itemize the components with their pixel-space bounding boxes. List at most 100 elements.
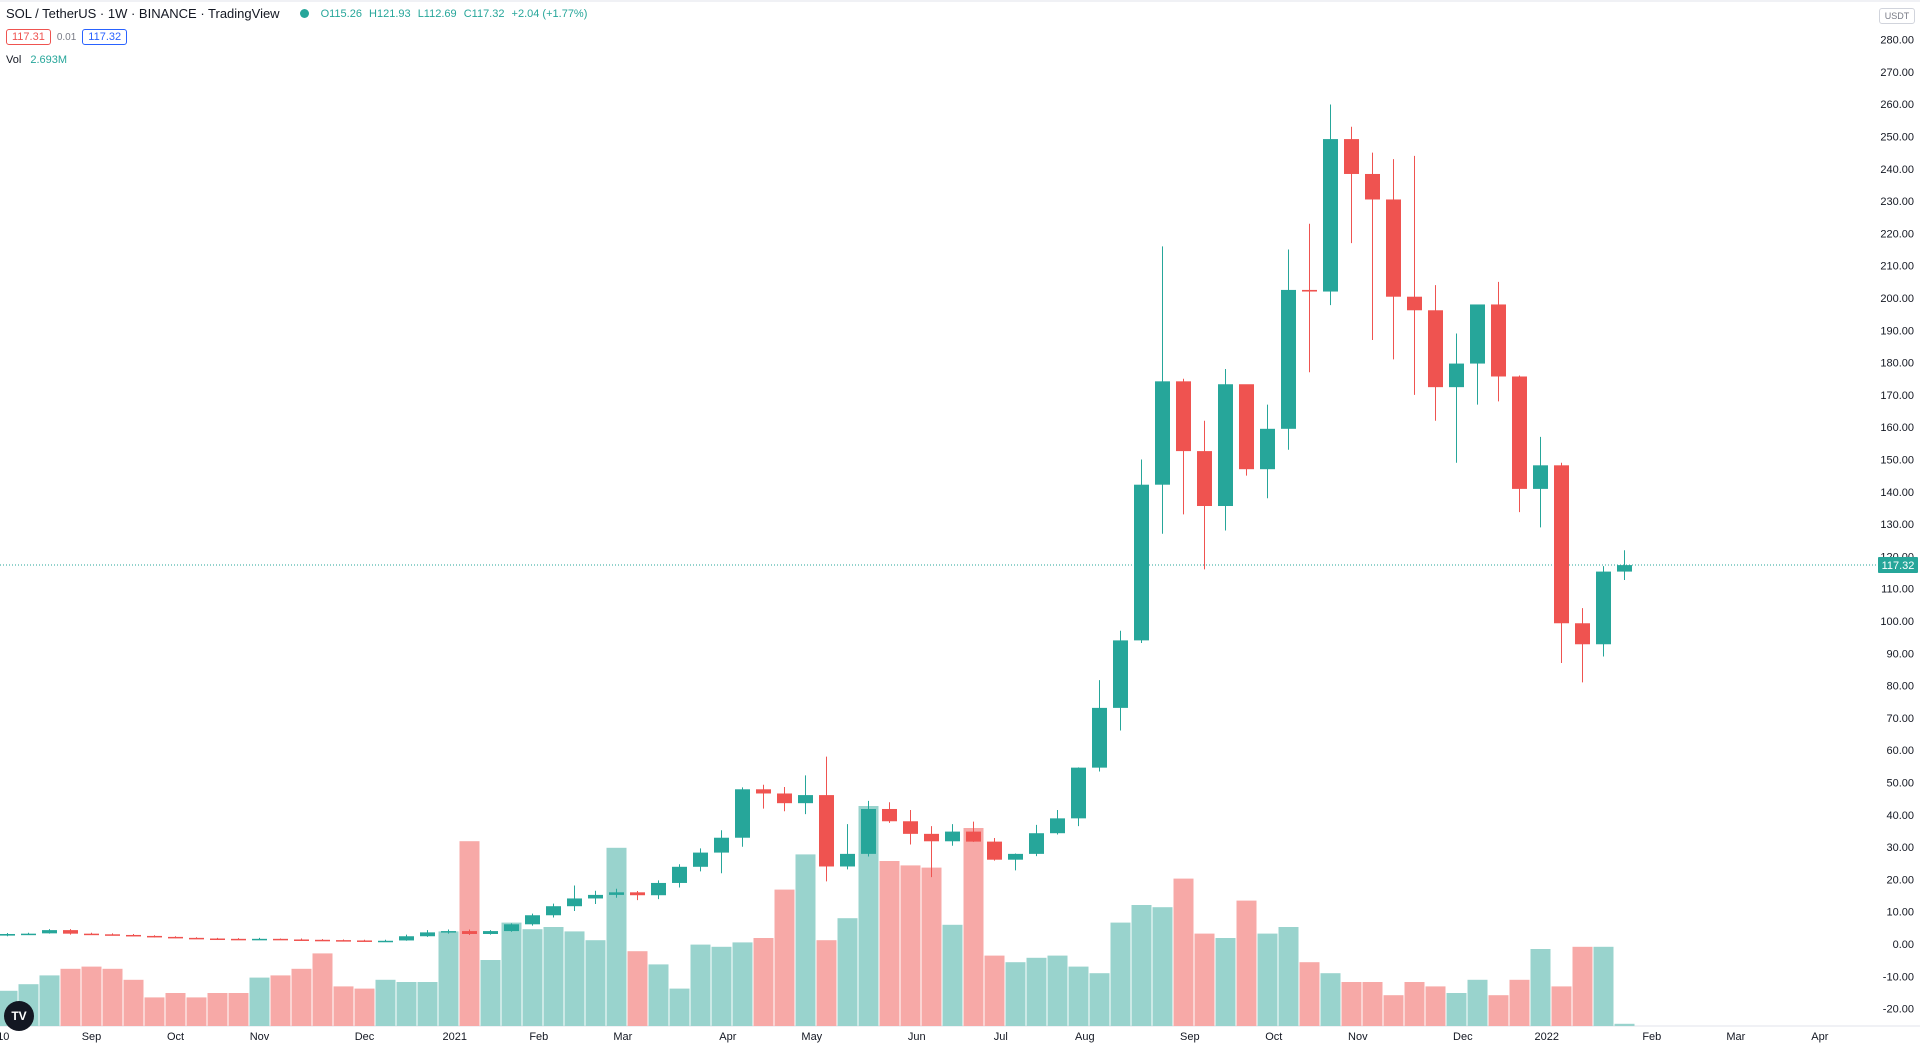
volume-label: Vol (6, 54, 22, 66)
volume-bar (144, 997, 165, 1026)
candle-body (567, 898, 582, 907)
volume-bar (1278, 927, 1299, 1026)
x-tick-label: Apr (1811, 1031, 1828, 1043)
y-tick-label: 270.00 (1880, 67, 1914, 79)
volume-bar (1614, 1023, 1635, 1026)
volume-bar (1152, 907, 1173, 1026)
x-tick-label: Nov (250, 1031, 270, 1043)
volume-bar (669, 988, 690, 1026)
volume-bar (900, 865, 921, 1026)
volume-bar (1257, 933, 1278, 1026)
candle-body (966, 831, 981, 842)
x-tick-label: 10 (0, 1031, 9, 1043)
candle-body (546, 906, 561, 916)
volume-bar (1530, 949, 1551, 1026)
x-tick-label: Feb (529, 1031, 548, 1043)
volume-bar (186, 997, 207, 1026)
candle-body (630, 892, 645, 896)
volume-bar (543, 927, 564, 1026)
volume-bar (1425, 986, 1446, 1026)
currency-selector[interactable]: USDT (1879, 8, 1915, 24)
candle-body (357, 940, 372, 942)
candle-body (399, 936, 414, 941)
ohlc-values: O115.26 H121.93 L112.69 C117.32 +2.04 (+… (321, 8, 592, 20)
volume-bar (1383, 995, 1404, 1026)
volume-bar (417, 982, 438, 1026)
buy-price-button[interactable]: 117.32 (82, 29, 128, 45)
volume-bar (1047, 955, 1068, 1026)
volume-bar (1404, 982, 1425, 1026)
candle-body (1512, 376, 1527, 489)
candle-body (525, 915, 540, 925)
candle-body (126, 934, 141, 937)
candle-body (1575, 623, 1590, 645)
volume-bar (774, 889, 795, 1026)
candle-body (420, 932, 435, 937)
volume-bar (1509, 979, 1530, 1026)
candle-body (945, 831, 960, 842)
y-tick-label: 210.00 (1880, 261, 1914, 273)
y-tick-label: 240.00 (1880, 164, 1914, 176)
y-tick-label: 230.00 (1880, 196, 1914, 208)
candle-body (882, 808, 897, 822)
sell-price-button[interactable]: 117.31 (6, 29, 51, 45)
volume-bar (1299, 962, 1320, 1026)
volume-legend[interactable]: Vol 2.693M (6, 54, 67, 66)
candle-body (672, 866, 687, 883)
close-value: C117.32 (463, 7, 505, 20)
candle-body (1071, 767, 1086, 819)
x-tick-label: Oct (1265, 1031, 1282, 1043)
x-tick-label: Mar (1726, 1031, 1745, 1043)
candle-body (189, 937, 204, 940)
x-tick-label: Sep (1180, 1031, 1200, 1043)
x-tick-label: 2021 (443, 1031, 467, 1043)
candle-body (1302, 289, 1317, 292)
candle-body (1344, 139, 1359, 174)
candle-body (798, 795, 813, 804)
volume-bar (102, 968, 123, 1026)
y-tick-label: 0.00 (1893, 939, 1914, 951)
volume-bar (837, 918, 858, 1026)
candle-body (1617, 565, 1632, 572)
candle-body (0, 933, 15, 936)
y-tick-label: 190.00 (1880, 325, 1914, 337)
candle-body (777, 793, 792, 804)
volume-bar (858, 806, 879, 1026)
volume-bar (375, 979, 396, 1026)
volume-bar (921, 867, 942, 1026)
candle-body (483, 931, 498, 934)
candle-body (1596, 571, 1611, 645)
current-price-label: 117.32 (1882, 560, 1915, 572)
tradingview-logo-icon[interactable]: TV (4, 1001, 34, 1031)
candle-body (1554, 465, 1569, 624)
candle-body (231, 938, 246, 941)
change-value: +2.04 (+1.77%) (511, 7, 588, 20)
candle-body (315, 939, 330, 942)
candle-body (294, 939, 309, 941)
volume-bar (1110, 922, 1131, 1026)
volume-bar (963, 828, 984, 1026)
candle-body (840, 853, 855, 867)
y-tick-label: 130.00 (1880, 519, 1914, 531)
candle-body (1281, 289, 1296, 429)
volume-bar (879, 861, 900, 1026)
symbol-title[interactable]: SOL / TetherUS · 1W · BINANCE · TradingV… (6, 6, 280, 21)
volume-bar (1593, 946, 1614, 1026)
candle-body (819, 795, 834, 867)
volume-bar (585, 940, 606, 1026)
candle-body (1491, 304, 1506, 377)
x-tick-label: Feb (1642, 1031, 1661, 1043)
volume-bar (39, 975, 60, 1026)
x-tick-label: 2022 (1535, 1031, 1559, 1043)
y-tick-label: 250.00 (1880, 132, 1914, 144)
candle-body (63, 930, 78, 934)
low-value: L112.69 (417, 7, 457, 20)
volume-value: 2.693M (30, 54, 68, 66)
y-tick-label: 20.00 (1886, 874, 1914, 886)
bid-ask-row: 117.31 0.01 117.32 (6, 29, 128, 45)
candle-body (714, 837, 729, 853)
volume-bar (228, 993, 249, 1026)
volume-bar (564, 931, 585, 1026)
x-tick-label: Apr (719, 1031, 736, 1043)
